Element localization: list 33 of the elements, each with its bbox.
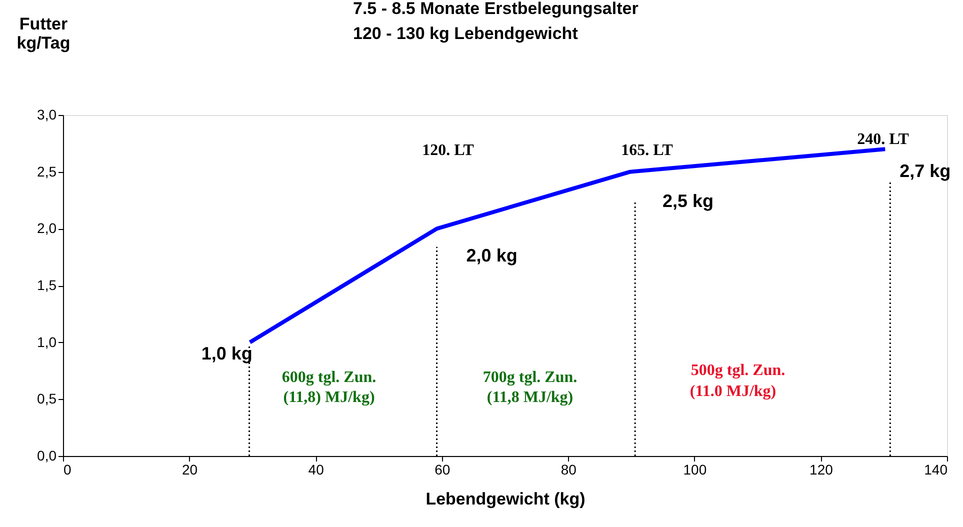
y-tick-label: 0,5: [37, 390, 57, 407]
x-tick-label: 140: [924, 462, 948, 478]
data-label: 1,0 kg: [201, 343, 252, 364]
annotation: 120. LT: [422, 142, 474, 159]
text: kg/Tag: [16, 34, 70, 52]
text: Futter: [19, 14, 68, 34]
x-axis-title: Lebendgewicht (kg): [426, 490, 586, 508]
y-tick-label: 1,0: [37, 334, 57, 350]
annotation: 600g tgl. Zun.: [282, 369, 376, 386]
annotation: 500g tgl. Zun.: [690, 362, 786, 379]
annotation: (11,8 MJ/kg): [486, 389, 574, 406]
annotation: 240. LT: [857, 131, 910, 148]
x-tick-label: 100: [683, 462, 707, 478]
x-tick-label: 20: [182, 462, 198, 478]
text: 7.5 - 8.5 Monate Erstbelegungsalter: [353, 0, 638, 18]
x-tick-label: 40: [308, 462, 324, 478]
x-tick-label: 60: [434, 462, 450, 478]
annotation: (11,8) MJ/kg): [283, 389, 375, 406]
annotation: (11.0 MJ/kg): [690, 383, 776, 400]
text: 120 - 130 kg Lebendgewicht: [353, 24, 578, 43]
y-tick-label: 2,0: [37, 220, 57, 236]
data-label: 2,0 kg: [466, 246, 518, 266]
y-tick-label: 3,0: [37, 106, 57, 122]
y-tick-label: 0,0: [37, 448, 57, 464]
x-tick-label: 0: [64, 462, 72, 478]
data-label: 2,7 kg: [900, 161, 951, 182]
data-label: 2,5 kg: [662, 190, 714, 211]
y-tick-label: 2,5: [37, 163, 57, 180]
x-tick-label: 80: [560, 462, 577, 478]
x-tick-label: 120: [810, 462, 834, 478]
annotation: 165. LT: [621, 142, 674, 159]
annotation: 700g tgl. Zun.: [482, 369, 578, 386]
y-tick-label: 1,5: [37, 277, 57, 293]
